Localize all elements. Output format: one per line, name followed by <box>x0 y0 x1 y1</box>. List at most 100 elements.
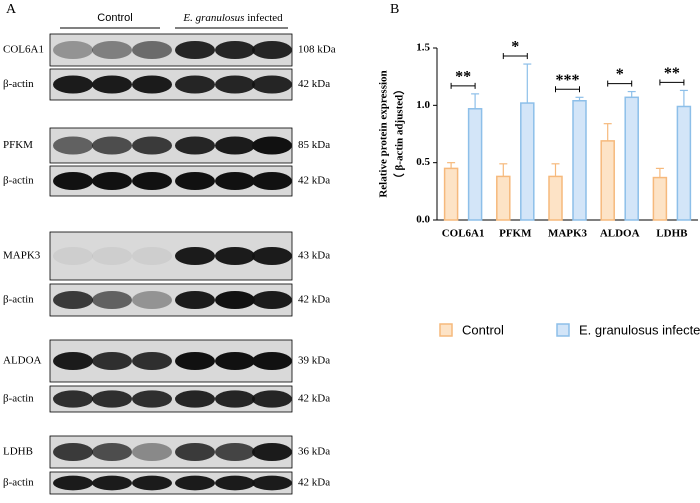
band <box>175 172 215 190</box>
band <box>132 352 172 370</box>
size-label: 42 kDa <box>298 175 330 187</box>
legend-label: E. granulosus infected <box>579 322 700 337</box>
band <box>215 390 255 408</box>
band <box>53 41 93 59</box>
protein-label: MAPK3 <box>3 250 41 262</box>
error-bar <box>523 63 532 104</box>
band <box>175 75 215 94</box>
error-bar <box>679 89 688 107</box>
error-bar <box>499 163 508 177</box>
band <box>132 291 172 309</box>
band <box>215 75 255 94</box>
band <box>53 75 93 94</box>
band <box>252 291 292 309</box>
error-bar <box>603 123 612 141</box>
band <box>92 172 132 190</box>
band <box>53 247 93 265</box>
band <box>175 352 215 370</box>
band <box>215 41 255 59</box>
error-bar <box>575 96 584 101</box>
band <box>252 247 292 265</box>
protein-label: ALDOA <box>3 355 42 367</box>
band <box>53 172 93 190</box>
bar <box>548 175 563 221</box>
group-label-italic: E. granulosus <box>182 12 244 24</box>
band <box>92 443 132 461</box>
band <box>175 41 215 59</box>
band <box>215 136 255 155</box>
band <box>53 352 93 370</box>
band <box>132 136 172 155</box>
x-tick-label: COL6A1 <box>442 228 485 240</box>
size-label: 43 kDa <box>298 250 330 262</box>
significance: *** <box>556 72 580 89</box>
size-label: 42 kDa <box>298 294 330 306</box>
bar <box>624 96 639 221</box>
band <box>252 136 292 155</box>
legend-swatch <box>439 323 453 337</box>
panel-label: A <box>6 2 17 17</box>
band <box>92 475 132 491</box>
protein-label: β-actin <box>3 393 34 405</box>
band <box>53 136 93 155</box>
band <box>53 291 93 309</box>
bar <box>443 167 459 221</box>
band <box>92 247 132 265</box>
bar <box>676 105 692 221</box>
band <box>175 475 215 491</box>
error-bar <box>655 167 664 178</box>
band <box>252 475 292 491</box>
protein-label: β-actin <box>3 294 34 306</box>
band <box>175 390 215 408</box>
band <box>252 41 292 59</box>
band <box>175 136 215 155</box>
band <box>252 75 292 94</box>
band <box>92 75 132 94</box>
band <box>252 390 292 408</box>
band <box>53 443 93 461</box>
x-tick-label: PFKM <box>499 228 532 240</box>
band <box>132 75 172 94</box>
band <box>215 352 255 370</box>
band <box>132 41 172 59</box>
size-label: 42 kDa <box>298 393 330 405</box>
band <box>92 352 132 370</box>
x-tick-label: MAPK3 <box>548 228 588 240</box>
significance: ** <box>664 65 680 82</box>
significance: ** <box>455 69 471 86</box>
band <box>175 247 215 265</box>
band <box>252 172 292 190</box>
band <box>132 390 172 408</box>
size-label: 39 kDa <box>298 355 330 367</box>
protein-label: β-actin <box>3 175 34 187</box>
significance: * <box>511 39 519 56</box>
protein-label: COL6A1 <box>3 44 44 56</box>
bar <box>572 99 587 221</box>
legend-label: Control <box>462 322 504 337</box>
bar <box>520 102 535 221</box>
band <box>132 443 172 461</box>
band <box>215 291 255 309</box>
y-axis-label: Relative protein expression <box>378 70 390 197</box>
band <box>132 247 172 265</box>
significance: * <box>616 66 624 83</box>
protein-label: LDHB <box>3 446 33 458</box>
band <box>53 390 93 408</box>
band <box>215 475 255 491</box>
band <box>92 291 132 309</box>
size-label: 36 kDa <box>298 446 330 458</box>
bar <box>600 140 615 221</box>
band <box>252 352 292 370</box>
band <box>53 475 93 491</box>
y-tick-label: 1.5 <box>416 42 430 54</box>
size-label: 85 kDa <box>298 139 330 151</box>
band <box>132 172 172 190</box>
y-tick-label: 0.0 <box>416 214 430 226</box>
y-axis-label: （ β-actin adjusted） <box>393 84 406 185</box>
y-tick-label: 1.0 <box>416 99 430 111</box>
panel-label: B <box>390 2 399 17</box>
band <box>215 247 255 265</box>
size-label: 42 kDa <box>298 78 330 90</box>
bar <box>652 176 668 221</box>
